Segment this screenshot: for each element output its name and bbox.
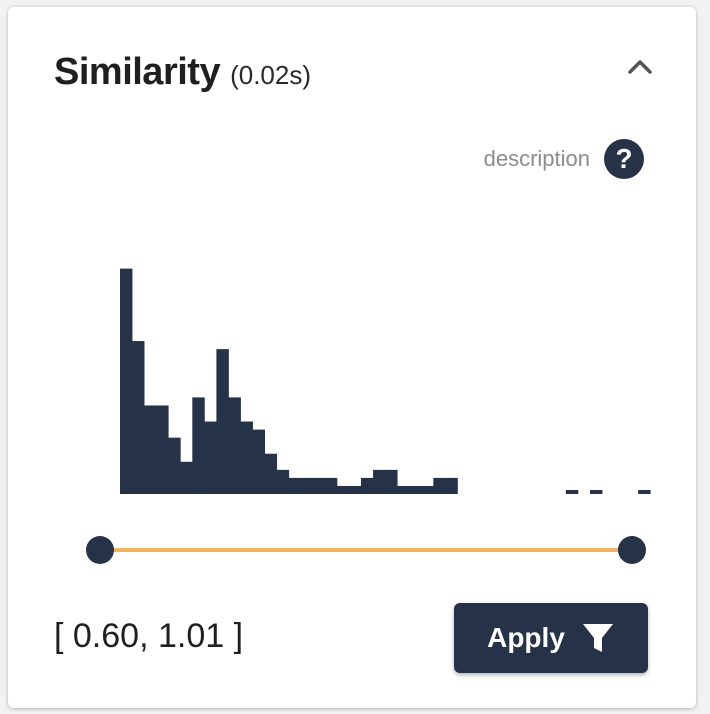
histogram-bar [180,461,193,494]
similarity-histogram [120,268,651,495]
histogram-bar [397,485,410,494]
histogram-bar [240,421,253,494]
question-circle-icon[interactable]: ? [604,139,644,179]
panel-title: Similarity [54,51,221,93]
histogram-bar [589,489,603,495]
panel-header: Similarity (0.02s) [54,51,311,94]
histogram-bar [168,437,181,494]
histogram-bar [192,397,205,494]
histogram-bar [638,489,651,495]
filter-icon [582,624,613,652]
histogram-bar [264,453,278,494]
description-label[interactable]: description [483,146,590,171]
histogram-bar [300,477,314,494]
slider-handle-max[interactable] [618,536,646,564]
chevron-up-icon[interactable] [626,53,654,81]
histogram-bar [348,485,362,494]
histogram-bar [336,485,350,494]
histogram-bar [288,477,302,494]
histogram-bar [252,429,265,494]
apply-button[interactable]: Apply [454,603,648,673]
histogram-bar [216,349,229,494]
histogram-bar [421,485,434,494]
histogram-bar [565,489,579,495]
slider-handle-min[interactable] [86,536,114,564]
histogram-bar [276,469,290,494]
histogram-bar [324,477,338,494]
similarity-panel: Similarity (0.02s) description ? [ 0.60,… [8,7,696,708]
histogram-bar [132,341,145,494]
histogram-bar [156,405,169,494]
range-readout: [ 0.60, 1.01 ] [54,617,244,655]
histogram-bar [409,485,422,494]
description-row: description ? [484,139,644,179]
histogram-bar [144,405,157,494]
histogram-bar [120,268,133,494]
histogram-bar [433,477,446,494]
histogram-bar [204,421,217,494]
similarity-range-slider[interactable] [8,7,696,607]
histogram-bar [385,469,398,494]
histogram-bar [445,477,458,494]
query-timing: (0.02s) [230,60,311,90]
histogram-bar [228,397,241,494]
histogram-bar [312,477,326,494]
histogram-bar [373,469,386,494]
histogram-bar [361,477,374,494]
apply-button-label: Apply [487,622,565,653]
